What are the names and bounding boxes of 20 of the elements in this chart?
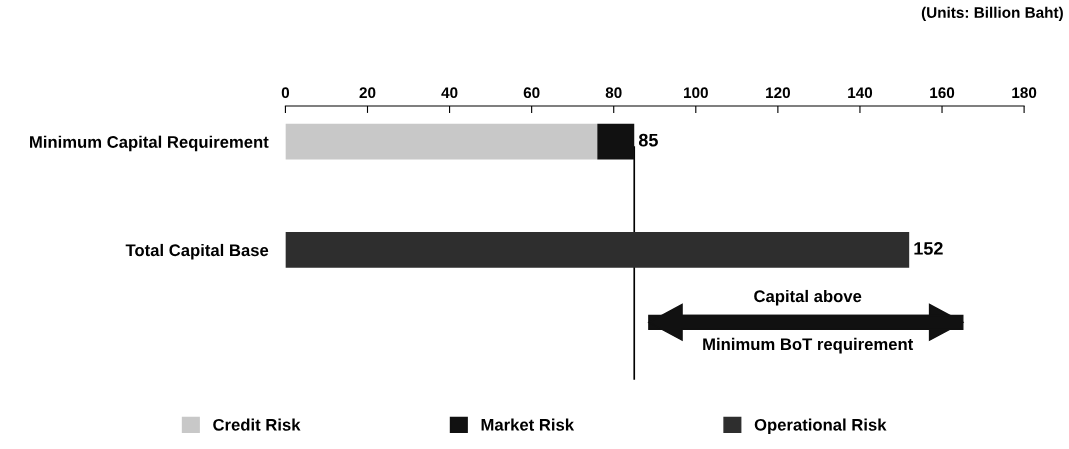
total-label: 85 xyxy=(638,133,658,147)
annotation: Minimum BoT requirement xyxy=(703,337,914,354)
x-tick-label: 80 xyxy=(605,87,622,99)
x-tick-label: 160 xyxy=(930,87,955,99)
x-tick-label: 140 xyxy=(848,87,873,99)
x-tick-label: 60 xyxy=(523,87,540,99)
x-tick-label: 120 xyxy=(766,87,790,99)
text: (Units: Billion Baht) xyxy=(921,6,1063,21)
legend-label: Credit Risk xyxy=(213,418,301,431)
y-tick-label: Total Capital Base xyxy=(125,243,269,260)
legend-label: Market Risk xyxy=(481,418,575,431)
y-tick-label: Minimum Capital Requirement xyxy=(30,135,269,152)
legend-label: Operational Risk xyxy=(754,418,887,434)
x-tick-label: 180 xyxy=(1012,87,1037,99)
x-tick-label: 40 xyxy=(441,87,458,99)
x-tick-label: 20 xyxy=(359,87,376,99)
total-label: 152 xyxy=(914,242,943,255)
x-tick-label: 0 xyxy=(281,87,290,99)
x-tick-label: 100 xyxy=(684,87,708,99)
annotation: Capital above xyxy=(754,289,862,306)
